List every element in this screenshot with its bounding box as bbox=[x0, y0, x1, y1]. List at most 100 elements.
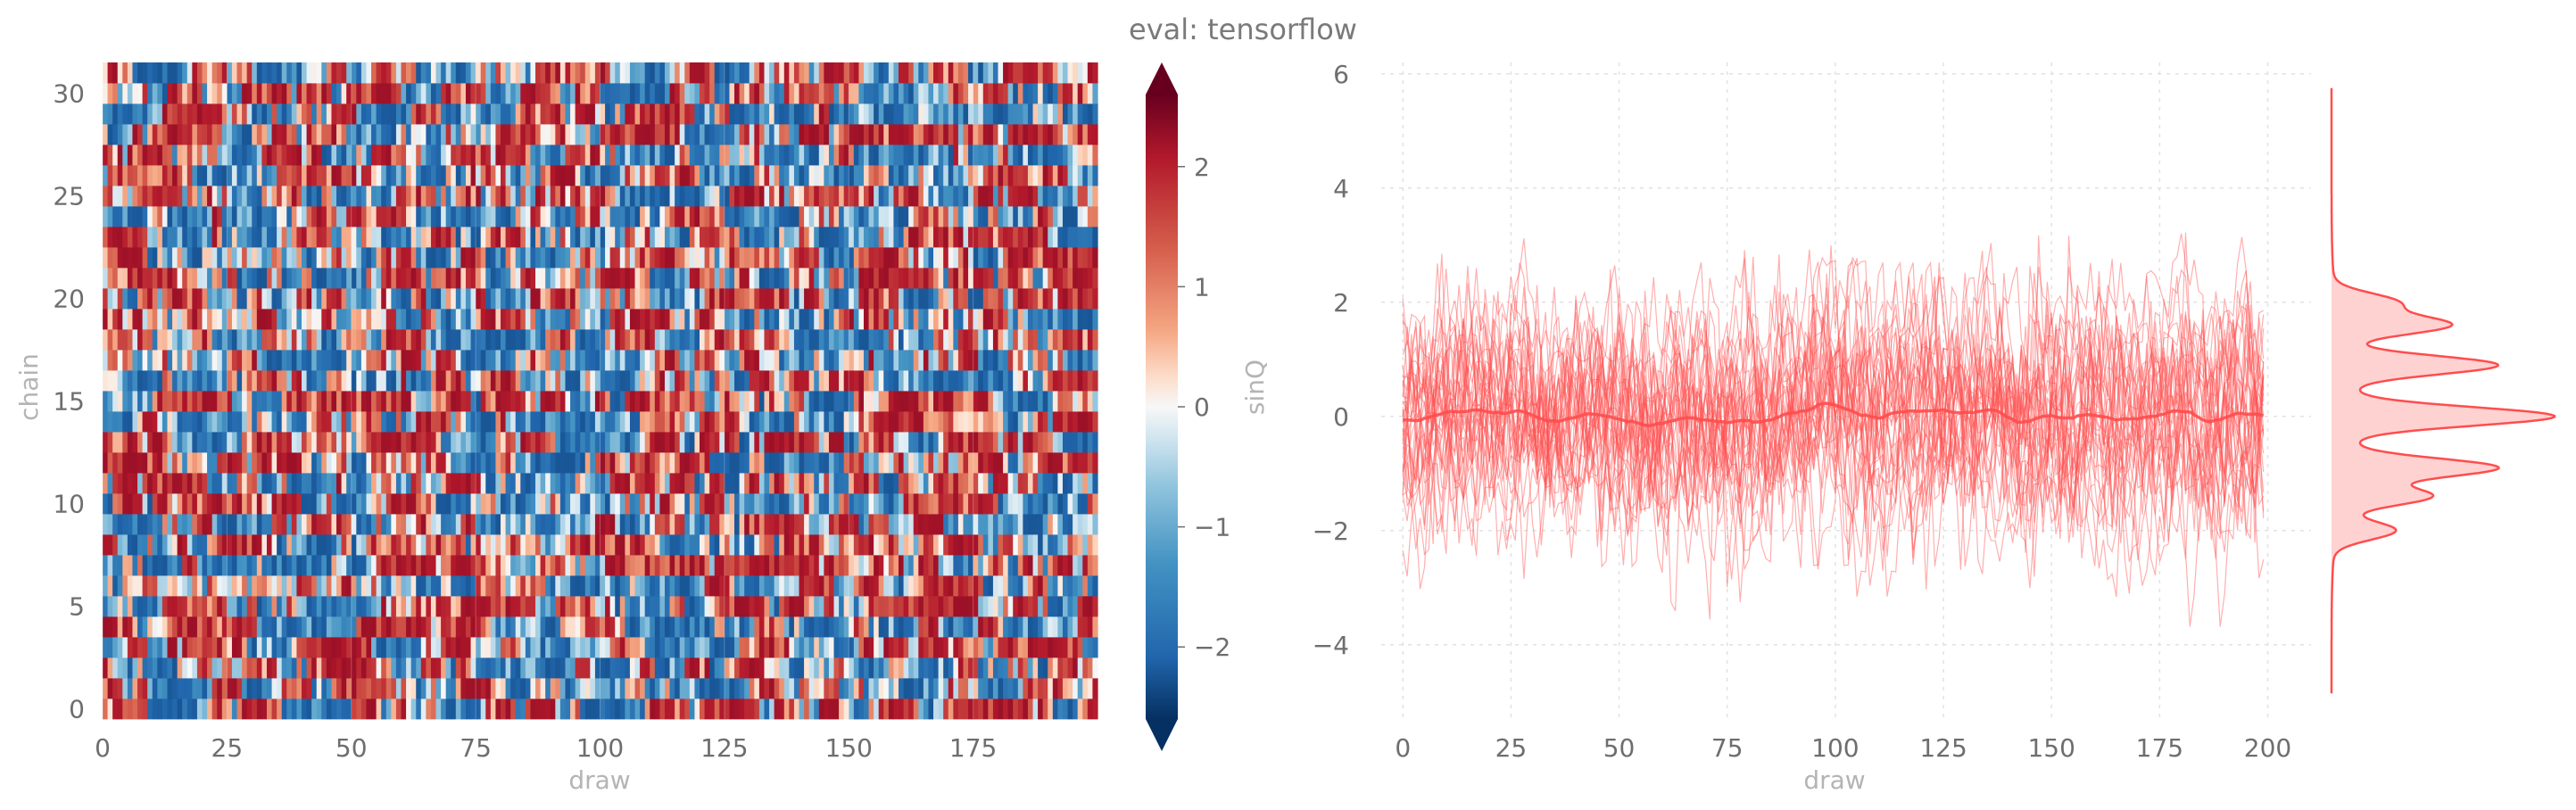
heatmap-cell bbox=[401, 452, 407, 474]
heatmap-cell bbox=[789, 227, 795, 248]
heatmap-cell bbox=[973, 247, 979, 269]
heatmap-cell bbox=[709, 268, 716, 289]
heatmap-cell bbox=[256, 227, 262, 248]
heatmap-cell bbox=[779, 657, 785, 679]
heatmap-cell bbox=[147, 596, 153, 617]
heatmap-cell bbox=[1007, 452, 1014, 474]
heatmap-cell bbox=[540, 432, 546, 453]
heatmap-cell bbox=[754, 698, 760, 720]
heatmap-cell bbox=[694, 432, 700, 453]
heatmap-cell bbox=[555, 370, 561, 392]
heatmap-cell bbox=[495, 206, 501, 227]
heatmap-cell bbox=[177, 329, 183, 351]
heatmap-cell bbox=[490, 493, 497, 515]
heatmap-cell bbox=[734, 637, 741, 658]
heatmap-cell bbox=[177, 637, 183, 658]
heatmap-cell bbox=[286, 575, 293, 597]
heatmap-cell bbox=[391, 637, 397, 658]
heatmap-cell bbox=[311, 432, 318, 453]
heatmap-cell bbox=[266, 391, 273, 412]
heatmap-cell bbox=[331, 678, 337, 699]
heatmap-cell bbox=[137, 247, 144, 269]
heatmap-cell bbox=[395, 370, 402, 392]
heatmap-cell bbox=[575, 452, 581, 474]
heatmap-cell bbox=[406, 432, 412, 453]
heatmap-cell bbox=[182, 350, 188, 371]
heatmap-cell bbox=[122, 370, 128, 392]
heatmap-cell bbox=[650, 575, 656, 597]
heatmap-cell bbox=[555, 616, 561, 638]
heatmap-cell bbox=[903, 575, 909, 597]
heatmap-cell bbox=[172, 227, 178, 248]
heatmap-cell bbox=[520, 247, 526, 269]
heatmap-cell bbox=[858, 370, 865, 392]
heatmap-cell bbox=[137, 473, 144, 494]
heatmap-cell bbox=[734, 698, 741, 720]
heatmap-cell bbox=[609, 227, 616, 248]
heatmap-cell bbox=[1007, 514, 1014, 535]
heatmap-cell bbox=[172, 678, 178, 699]
heatmap-cell bbox=[455, 493, 461, 515]
heatmap-cell bbox=[242, 616, 248, 638]
heatmap-cell bbox=[843, 370, 849, 392]
heatmap-cell bbox=[366, 227, 372, 248]
heatmap-cell bbox=[152, 514, 158, 535]
heatmap-cell bbox=[266, 493, 273, 515]
heatmap-cell bbox=[615, 391, 621, 412]
heatmap-cell bbox=[1092, 350, 1098, 371]
heatmap-cell bbox=[640, 473, 646, 494]
heatmap-cell bbox=[868, 555, 874, 576]
heatmap-cell bbox=[584, 329, 591, 351]
heatmap-cell bbox=[839, 247, 845, 269]
heatmap-cell bbox=[858, 391, 865, 412]
heatmap-cell bbox=[843, 391, 849, 412]
heatmap-cell bbox=[1027, 514, 1034, 535]
heatmap-cell bbox=[410, 616, 417, 638]
heatmap-cell bbox=[982, 596, 989, 617]
heatmap-cell bbox=[580, 534, 586, 556]
heatmap-cell bbox=[515, 288, 521, 310]
heatmap-cell bbox=[744, 432, 750, 453]
heatmap-cell bbox=[729, 678, 735, 699]
heatmap-cell bbox=[480, 698, 486, 720]
heatmap-cell bbox=[933, 227, 940, 248]
heatmap-cell bbox=[381, 657, 387, 679]
heatmap-cell bbox=[406, 288, 412, 310]
heatmap-cell bbox=[510, 452, 517, 474]
heatmap-cell bbox=[196, 678, 203, 699]
heatmap-cell bbox=[783, 432, 790, 453]
heatmap-cell bbox=[127, 227, 134, 248]
heatmap-cell bbox=[783, 391, 790, 412]
heatmap-cell bbox=[341, 206, 347, 227]
heatmap-cell bbox=[142, 452, 148, 474]
heatmap-cell bbox=[799, 247, 805, 269]
heatmap-cell bbox=[1062, 596, 1069, 617]
heatmap-cell bbox=[982, 555, 989, 576]
heatmap-cell bbox=[465, 350, 472, 371]
heatmap-cell bbox=[510, 493, 517, 515]
heatmap-cell bbox=[659, 596, 666, 617]
heatmap-cell bbox=[211, 514, 218, 535]
heatmap-cell bbox=[559, 432, 567, 453]
heatmap-cell bbox=[336, 514, 343, 535]
heatmap-cell bbox=[261, 288, 268, 310]
heatmap-cell bbox=[117, 514, 123, 535]
heatmap-cell bbox=[261, 616, 268, 638]
heatmap-cell bbox=[221, 268, 228, 289]
heatmap-cell bbox=[162, 514, 169, 535]
heatmap-cell bbox=[1048, 637, 1054, 658]
heatmap-cell bbox=[217, 698, 223, 720]
heatmap-cell bbox=[559, 616, 567, 638]
heatmap-cell bbox=[590, 616, 596, 638]
heatmap-cell bbox=[416, 391, 422, 412]
heatmap-cell bbox=[157, 432, 163, 453]
heatmap-cell bbox=[590, 596, 596, 617]
heatmap-cell bbox=[336, 329, 343, 351]
heatmap-cell bbox=[704, 350, 710, 371]
heatmap-cell bbox=[744, 657, 750, 679]
heatmap-cell bbox=[774, 493, 780, 515]
heatmap-cell bbox=[700, 473, 706, 494]
heatmap-cell bbox=[465, 309, 472, 330]
heatmap-cell bbox=[874, 391, 880, 412]
heatmap-cell bbox=[112, 575, 119, 597]
